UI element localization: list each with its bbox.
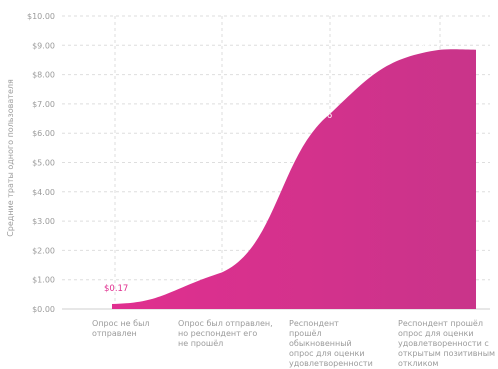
y-axis-label: Средние траты одного пользователя [6,79,15,237]
y-tick-label: $4.00 [32,188,55,197]
area-series [112,49,476,310]
y-tick-label: $10.00 [27,12,55,21]
data-labels: $0.17 $1.25 $6.66 $8.85 [104,42,430,294]
data-label: $6.66 [308,111,332,121]
x-axis-category-labels: Опрос не был отправлен Опрос был отправлен… [92,319,495,368]
x-category-label: Опрос не был отправлен [92,319,150,338]
x-category-label: Респондент прошёл обыкновенный опрос для оц… [289,319,373,368]
y-tick-label: $9.00 [32,41,55,50]
y-tick-label: $0.00 [32,305,55,314]
x-category-label: Опрос был отправлен, но респондент его не … [178,319,273,348]
y-tick-label: $7.00 [32,100,55,109]
y-tick-label: $1.00 [32,276,55,285]
y-axis-tick-labels: $0.00 $1.00 $2.00 $3.00 $4.00 $5.00 $6.00 $7.00… [27,12,55,314]
area-fill [112,49,476,310]
data-label: $8.85 [406,42,430,52]
x-category-label: Респондент прошёл опрос для оценки удовлет… [398,319,495,368]
y-tick-label: $6.00 [32,129,55,138]
y-tick-label: $3.00 [32,217,55,226]
y-tick-label: $8.00 [32,71,55,80]
data-label: $1.25 [208,259,232,269]
data-label: $0.17 [104,284,128,294]
y-tick-label: $5.00 [32,159,55,168]
y-tick-label: $2.00 [32,246,55,255]
